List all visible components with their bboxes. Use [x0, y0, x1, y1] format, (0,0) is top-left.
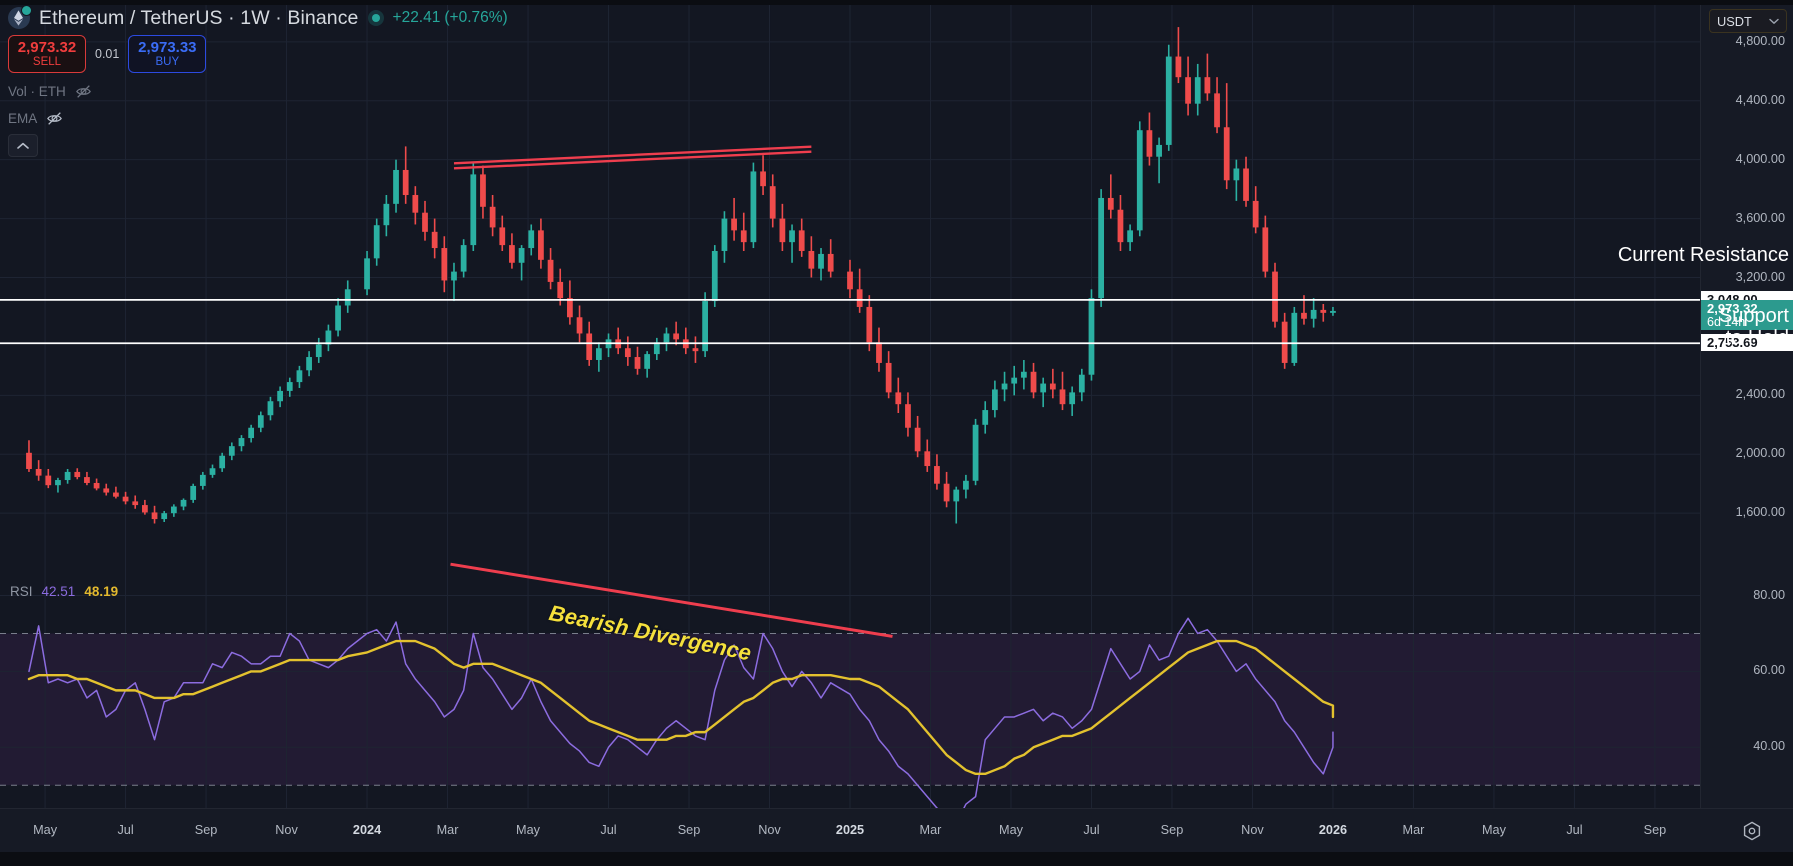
countdown-value: 6d 14h	[1707, 314, 1746, 329]
time-tick-label: Sep	[677, 823, 701, 837]
price-tick-label: 4,000.00	[1735, 151, 1785, 166]
chevron-down-icon	[1769, 18, 1779, 24]
price-tick-label: 4,400.00	[1735, 92, 1785, 107]
currency-label: USDT	[1717, 13, 1752, 29]
time-tick-label: Mar	[1402, 823, 1425, 837]
time-tick-label: Sep	[1160, 823, 1184, 837]
price-level-tag[interactable]: 2,753.69	[1701, 334, 1793, 352]
time-tick-label: May	[1481, 823, 1506, 837]
rsi-indicator-pane[interactable]	[0, 550, 1700, 808]
window-bottom-strip	[0, 852, 1793, 866]
time-tick-label: Jul	[1566, 823, 1583, 837]
price-tag-value: 2,973.32	[1707, 300, 1758, 316]
price-tick-label: 3,200.00	[1735, 269, 1785, 284]
time-axis[interactable]: May Jul Sep Nov 2024 Mar May Jul Sep Nov 2025 Mar Ma…	[0, 808, 1793, 852]
price-tick-label: 4,800.00	[1735, 33, 1785, 48]
time-tick-label: Jul	[117, 823, 134, 837]
rsi-chart-canvas[interactable]	[0, 550, 1700, 808]
time-tick-label: 2024	[352, 823, 382, 837]
time-tick-label: Nov	[1241, 823, 1264, 837]
time-tick-label: Mar	[919, 823, 942, 837]
rsi-tick-label: 40.00	[1753, 739, 1785, 754]
chart-settings-icon[interactable]	[1741, 820, 1763, 842]
time-tick-label: 2025	[835, 823, 865, 837]
price-tick-label: 2,000.00	[1735, 446, 1785, 461]
current-price-tag[interactable]: 2,973.32 6d 14h	[1701, 299, 1793, 330]
time-tick-label: Mar	[436, 823, 459, 837]
price-tick-label: 3,600.00	[1735, 210, 1785, 225]
rsi-tick-label: 80.00	[1753, 587, 1785, 602]
time-tick-label: May	[516, 823, 540, 837]
time-tick-label: Jul	[1083, 823, 1100, 837]
time-tick-label: Nov	[758, 823, 781, 837]
time-tick-label: Sep	[194, 823, 218, 837]
price-chart-canvas[interactable]	[0, 5, 1700, 550]
price-tag-value: 2,753.69	[1707, 335, 1758, 351]
time-tick-label: May	[999, 823, 1023, 837]
price-chart-pane[interactable]	[0, 5, 1700, 550]
time-tick-label: May	[33, 823, 58, 837]
time-tick-label: 2026	[1318, 823, 1348, 837]
window-top-strip	[0, 0, 1793, 5]
currency-selector[interactable]: USDT	[1709, 9, 1787, 33]
rsi-tick-label: 60.00	[1753, 663, 1785, 678]
price-tick-label: 1,600.00	[1735, 505, 1785, 520]
price-axis[interactable]: USDT 4,800.00 4,400.00 4,000.00 3,600.00 3,2…	[1700, 5, 1793, 808]
time-tick-label: Nov	[275, 823, 298, 837]
time-tick-label: Jul	[600, 823, 617, 837]
time-tick-label: Sep	[1643, 823, 1667, 837]
price-tick-label: 2,400.00	[1735, 387, 1785, 402]
